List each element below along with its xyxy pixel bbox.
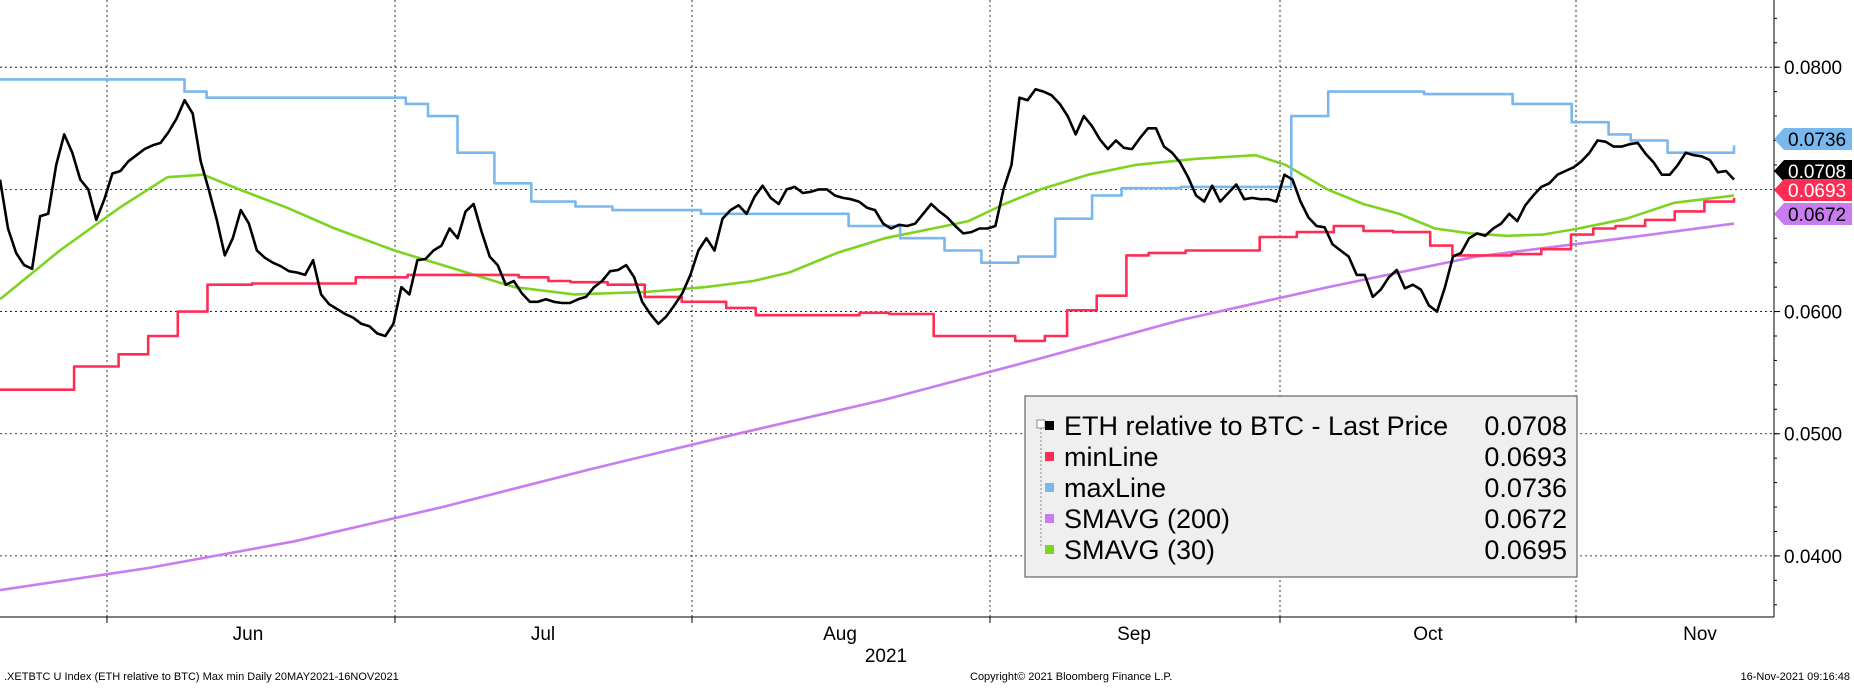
legend-swatch [1045, 545, 1054, 554]
legend-label: SMAVG (30) [1064, 535, 1215, 565]
x-tick-label: Jul [531, 624, 555, 645]
copyright-text: Copyright© 2021 Bloomberg Finance L.P. [970, 671, 1173, 683]
series-line-maxline [0, 78, 1736, 264]
timestamp-text: 16-Nov-2021 09:16:48 [1740, 671, 1850, 683]
legend-value: 0.0695 [1484, 535, 1567, 565]
legend-item[interactable]: SMAVG (30) 0.0695 [1045, 535, 1567, 565]
legend[interactable]: ETH relative to BTC - Last Price 0.0708mi… [1024, 395, 1578, 578]
x-tick-label: Jun [233, 624, 264, 645]
legend-value: 0.0672 [1484, 504, 1567, 534]
legend-label: minLine [1064, 442, 1159, 472]
legend-box [1024, 395, 1578, 578]
x-tick-label: Oct [1413, 624, 1443, 645]
value-tag: 0.0736 [1774, 128, 1852, 151]
grid [0, 0, 1774, 617]
legend-collapse-icon[interactable] [1036, 419, 1046, 429]
x-tick-label: Sep [1117, 624, 1151, 645]
x-tick-label: Nov [1683, 624, 1717, 645]
legend-value: 0.0736 [1484, 473, 1567, 503]
legend-item[interactable]: ETH relative to BTC - Last Price 0.0708 [1045, 411, 1567, 441]
legend-swatch [1045, 483, 1054, 492]
legend-item[interactable]: minLine 0.0693 [1045, 442, 1567, 472]
value-tag-text: 0.0708 [1788, 162, 1846, 183]
legend-swatch [1045, 452, 1054, 461]
x-tick-label: Aug [823, 624, 857, 645]
legend-label: SMAVG (200) [1064, 504, 1230, 534]
value-tag-text: 0.0693 [1788, 181, 1846, 202]
x-year-label: 2021 [865, 646, 907, 667]
value-tag-text: 0.0736 [1788, 130, 1846, 151]
legend-swatch [1045, 421, 1054, 430]
legend-item[interactable]: SMAVG (200) 0.0672 [1045, 504, 1567, 534]
y-tick-label: 0.0600 [1784, 303, 1842, 324]
series-layer [0, 78, 1736, 592]
legend-value: 0.0693 [1484, 442, 1567, 472]
legend-label: maxLine [1064, 473, 1166, 503]
legend-swatch [1045, 514, 1054, 523]
y-tick-label: 0.0500 [1784, 425, 1842, 446]
value-tag: 0.0708 [1774, 160, 1852, 183]
series-line-smavg-30 [0, 153, 1735, 301]
y-tick-label: 0.0800 [1784, 58, 1842, 79]
value-tag: 0.0672 [1774, 203, 1852, 226]
value-tag: 0.0693 [1774, 179, 1852, 202]
axes: 0.0800 0.0600 0.0500 0.0400 Jun Jul Aug Sep Oct N… [0, 0, 1842, 667]
legend-label: ETH relative to BTC - Last Price [1064, 411, 1448, 441]
legend-value: 0.0708 [1484, 411, 1567, 441]
footer-security-description: .XETBTC U Index (ETH relative to BTC) Ma… [4, 671, 399, 683]
value-tag-text: 0.0672 [1788, 205, 1846, 226]
series-line-eth-relative-to-btc-last-price [0, 87, 1735, 338]
y-tick-label: 0.0400 [1784, 547, 1842, 568]
legend-item[interactable]: maxLine 0.0736 [1045, 473, 1567, 503]
series-line-minline [0, 197, 1736, 391]
